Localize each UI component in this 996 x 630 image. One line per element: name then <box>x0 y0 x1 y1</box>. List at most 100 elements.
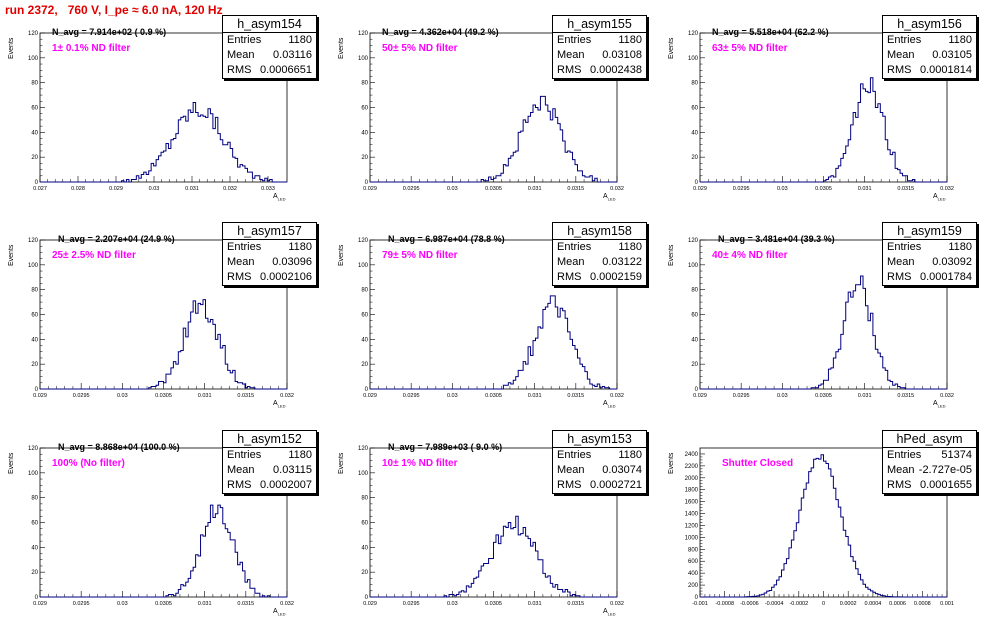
y-tick-label: 20 <box>691 362 698 368</box>
x-tick-label: 0.03 <box>777 393 788 399</box>
x-axis-label-sub: LED <box>937 403 946 409</box>
x-tick-label: 0.0305 <box>485 601 502 607</box>
x-tick-label: 0.0305 <box>155 601 172 607</box>
histogram-panel: 0 20 40 60 80 100 120 0.029 0.0295 0.03 0.0305 0.03… <box>330 222 650 422</box>
y-tick-label: 120 <box>688 31 699 37</box>
y-tick-label: 60 <box>31 313 38 319</box>
y-tick-label: 100 <box>28 56 39 62</box>
histogram-line <box>40 102 287 183</box>
x-tick-label: 0.0006 <box>889 601 906 607</box>
stats-row: Entries 1180 <box>553 448 646 463</box>
y-tick-label: 100 <box>28 263 39 269</box>
histogram-line <box>40 504 287 598</box>
x-tick-label: 0.03 <box>117 393 128 399</box>
x-tick-label: 0.029 <box>109 186 123 192</box>
histogram-plot: 0 20 40 60 80 100 120 0.029 0.0295 0.03 0.0305 0.03… <box>358 238 624 399</box>
x-axis-label: ALED <box>273 400 285 408</box>
x-tick-label: 0.0295 <box>73 601 90 607</box>
stats-row-value: 0.03122 <box>602 256 642 268</box>
x-tick-label: 0.0295 <box>73 393 90 399</box>
stats-row: RMS 0.0001655 <box>883 478 976 493</box>
y-tick-label: 0 <box>365 595 369 601</box>
stats-row-value: 0.0001655 <box>920 479 972 491</box>
y-tick-label: 0 <box>365 180 369 186</box>
x-axis-label: ALED <box>933 193 945 201</box>
x-tick-label: 0.03 <box>149 186 160 192</box>
x-tick-label: 0.029 <box>33 393 47 399</box>
y-tick-label: 80 <box>31 288 38 294</box>
stats-row: Entries 1180 <box>223 33 316 48</box>
histogram-line <box>40 299 287 390</box>
y-tick-label: 120 <box>28 31 39 37</box>
x-tick-label: 0.0315 <box>567 393 584 399</box>
histogram-plot: 0 20 40 60 80 100 120 0.029 0.0295 0.03 0.0305 0.03… <box>688 31 954 192</box>
histogram-line <box>700 454 947 598</box>
y-tick-label: 100 <box>358 471 369 477</box>
histogram-panel: 0 20 40 60 80 100 120 0.029 0.0295 0.03 0.0305 0.03… <box>330 430 650 630</box>
histogram-panel: 0 20 40 60 80 100 120 0.029 0.0295 0.03 0.0305 0.03… <box>0 222 320 422</box>
x-axis-label: ALED <box>273 193 285 201</box>
histogram-line <box>700 275 947 390</box>
navg-label: N_avg = 4.362e+04 (49.2 %) <box>382 27 499 37</box>
stats-row-value: 1180 <box>618 449 642 461</box>
stats-row-label: Entries <box>557 241 592 253</box>
navg-label: N_avg = 8.868e+04 (100.0 %) <box>58 442 180 452</box>
stats-row-value: 0.0002159 <box>590 271 642 283</box>
histogram-panel: 0 20 40 60 80 100 120 0.029 0.0295 0.03 0.0305 0.03… <box>660 222 980 422</box>
x-axis-label-main: A <box>603 400 608 407</box>
y-tick-label: 100 <box>688 263 699 269</box>
stats-row-label: Mean <box>887 49 915 61</box>
x-axis-label-sub: LED <box>937 196 946 202</box>
x-tick-label: 0.0295 <box>733 393 750 399</box>
y-tick-label: 60 <box>361 313 368 319</box>
stats-row-label: Mean <box>227 49 255 61</box>
x-tick-label: 0.031 <box>198 601 212 607</box>
y-axis-label: Events <box>338 452 345 474</box>
stats-row-value: 1180 <box>288 34 312 46</box>
x-tick-label: 0.032 <box>280 393 294 399</box>
stats-box: h_asym152 Entries 1180 Mean 0.03115 RMS 0.0002… <box>222 430 317 494</box>
histogram-plot: 0 20 40 60 80 100 120 0.027 0.028 0.029 0.03 0.031 0… <box>28 31 288 192</box>
y-tick-label: 2400 <box>685 452 699 458</box>
y-tick-label: 80 <box>691 288 698 294</box>
filter-label: 40± 4% ND filter <box>712 250 788 261</box>
stats-box: h_asym155 Entries 1180 Mean 0.03108 RMS 0.0002… <box>552 15 647 79</box>
x-tick-label: 0.0315 <box>237 393 254 399</box>
x-tick-label: 0.03 <box>777 186 788 192</box>
x-axis-label: ALED <box>273 608 285 616</box>
stats-row-label: Entries <box>557 34 592 46</box>
y-tick-label: 60 <box>691 106 698 112</box>
stats-row-value: 0.03105 <box>932 49 972 61</box>
y-tick-label: 100 <box>28 471 39 477</box>
stats-row-label: Mean <box>227 464 255 476</box>
stats-box: h_asym159 Entries 1180 Mean 0.03092 RMS 0.0001… <box>882 222 977 286</box>
navg-label: N_avg = 7.989e+03 ( 9.0 %) <box>388 442 503 452</box>
histogram-line <box>370 515 617 598</box>
histogram-plot: 0 200 400 600 800 1000 1200 1400 1600 1800 2000 220… <box>685 447 954 607</box>
y-tick-label: 2200 <box>685 464 699 470</box>
stats-box-title: hPed_asym <box>883 431 976 448</box>
stats-row: Entries 1180 <box>883 240 976 255</box>
stats-row-value: 0.03116 <box>273 49 312 61</box>
filter-label: 63± 5% ND filter <box>712 43 788 54</box>
stats-row-label: Mean <box>227 256 255 268</box>
histogram-plot: 0 20 40 60 80 100 120 0.029 0.0295 0.03 0.0305 0.03… <box>28 446 294 607</box>
stats-row-value: 0.0002007 <box>260 479 312 491</box>
y-tick-label: 60 <box>31 521 38 527</box>
x-tick-label: 0.0305 <box>485 393 502 399</box>
x-axis-label: ALED <box>933 400 945 408</box>
navg-label: N_avg = 6.987e+04 (78.8 %) <box>388 234 505 244</box>
x-tick-label: 0 <box>822 601 825 607</box>
y-tick-label: 60 <box>361 521 368 527</box>
stats-box-title: h_asym156 <box>883 16 976 33</box>
y-axis-label: Events <box>338 37 345 59</box>
y-axis-label: Events <box>668 452 675 474</box>
x-tick-label: 0.0004 <box>864 601 881 607</box>
x-tick-label: 0.029 <box>363 393 377 399</box>
y-tick-label: 100 <box>358 263 369 269</box>
y-tick-label: 600 <box>688 559 699 565</box>
y-tick-label: 0 <box>35 595 39 601</box>
x-tick-label: 0.029 <box>33 601 47 607</box>
histogram-panel: 0 20 40 60 80 100 120 0.029 0.0295 0.03 0.0305 0.03… <box>0 430 320 630</box>
y-axis-label: Events <box>668 37 675 59</box>
